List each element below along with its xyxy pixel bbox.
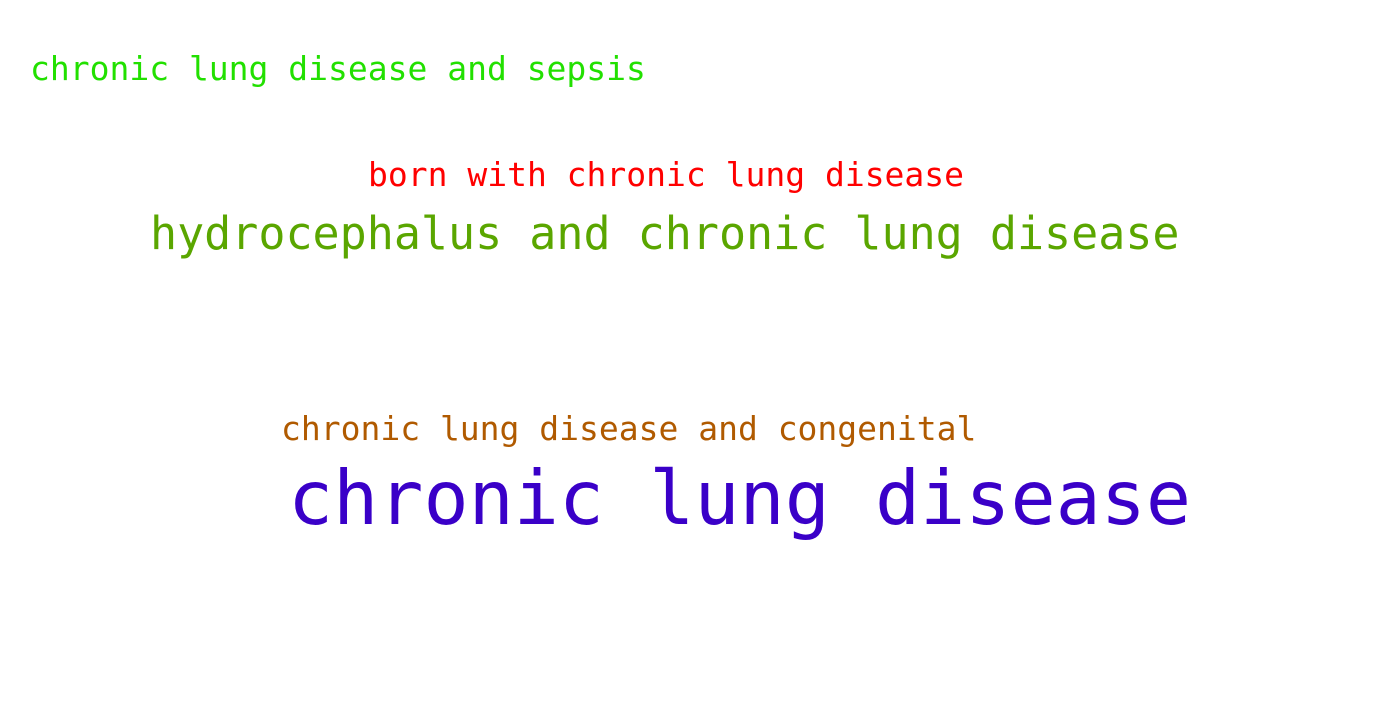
word-hydrocephalus-and-chronic-lung-disease: hydrocephalus and chronic lung disease [150, 207, 1180, 260]
word-chronic-lung-disease-and-sepsis: chronic lung disease and sepsis [30, 49, 646, 88]
word-born-with-chronic-lung-disease: born with chronic lung disease [368, 155, 965, 194]
word-chronic-lung-disease-and-congenital: chronic lung disease and congenital [281, 409, 977, 448]
word-chronic-lung-disease: chronic lung disease [288, 454, 1192, 542]
